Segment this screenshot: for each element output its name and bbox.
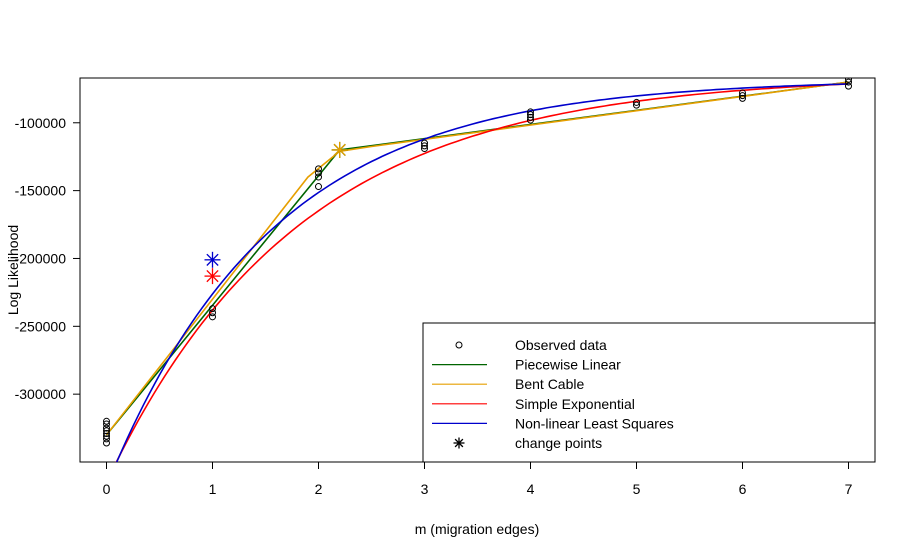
x-tick-label: 1 — [209, 481, 217, 497]
observed-point — [103, 439, 110, 447]
observed-point — [421, 142, 428, 150]
legend-label: Piecewise Linear — [515, 357, 621, 373]
observed-point — [421, 139, 428, 147]
observed-point — [103, 424, 110, 432]
observed-point — [527, 111, 534, 119]
observed-point — [527, 108, 534, 116]
change-point-markers — [204, 141, 348, 285]
change-point — [331, 141, 348, 158]
observed-points — [103, 78, 852, 447]
observed-point — [209, 313, 216, 321]
observed-point — [315, 183, 322, 191]
legend-label: Simple Exponential — [515, 396, 635, 412]
change-point — [204, 268, 221, 285]
observed-point — [315, 173, 322, 181]
legend-item: Non-linear Least Squares — [432, 415, 674, 431]
observed-point — [209, 309, 216, 317]
legend-swatch-circle — [455, 341, 463, 349]
observed-point — [739, 89, 746, 97]
observed-point — [103, 427, 110, 435]
legend-item: Observed data — [455, 337, 607, 353]
legend-swatch-star — [453, 437, 465, 449]
x-tick-label: 7 — [845, 481, 853, 497]
legend-item: change points — [453, 435, 602, 451]
observed-point — [845, 82, 852, 90]
x-axis: 0 1 2 3 4 5 6 7 — [103, 461, 853, 497]
observed-point — [739, 92, 746, 100]
legend: Observed data Piecewise Linear Bent Cable S… — [422, 322, 876, 463]
y-tick-label: -200000 — [15, 250, 67, 266]
observed-point — [315, 169, 322, 177]
observed-point — [103, 430, 110, 438]
x-tick-label: 0 — [103, 481, 111, 497]
legend-box — [422, 322, 876, 463]
legend-label: Non-linear Least Squares — [515, 415, 674, 431]
y-axis-title: Log Likelihood — [5, 225, 21, 315]
observed-point — [527, 113, 534, 121]
observed-point — [103, 417, 110, 425]
observed-point — [209, 305, 216, 313]
legend-label: change points — [515, 435, 602, 451]
observed-point — [421, 145, 428, 153]
legend-item: Simple Exponential — [432, 396, 635, 412]
observed-point — [527, 116, 534, 124]
series-line-simple-exponential — [115, 83, 849, 462]
change-point — [204, 251, 221, 268]
observed-point — [739, 94, 746, 102]
x-tick-label: 2 — [315, 481, 323, 497]
legend-item: Bent Cable — [432, 376, 584, 392]
observed-point — [103, 420, 110, 428]
y-axis: -300000 -250000 -200000 -150000 -100000 — [15, 115, 81, 402]
legend-label: Observed data — [515, 337, 607, 353]
observed-point — [315, 165, 322, 173]
x-tick-label: 5 — [633, 481, 641, 497]
y-tick-label: -150000 — [15, 183, 67, 199]
y-tick-label: -300000 — [15, 386, 67, 402]
series-line-non-linear-least-squares — [115, 83, 849, 462]
y-tick-label: -100000 — [15, 115, 67, 131]
y-tick-label: -250000 — [15, 318, 67, 334]
observed-point — [845, 78, 852, 86]
x-axis-title: m (migration edges) — [415, 521, 540, 537]
legend-item: Piecewise Linear — [432, 357, 621, 373]
x-tick-label: 3 — [421, 481, 429, 497]
observed-point — [633, 101, 640, 109]
observed-point — [633, 98, 640, 106]
x-tick-label: 6 — [739, 481, 747, 497]
observed-point — [845, 78, 852, 83]
observed-point — [103, 435, 110, 443]
x-tick-label: 4 — [527, 481, 535, 497]
observed-point — [103, 432, 110, 440]
legend-label: Bent Cable — [515, 376, 584, 392]
